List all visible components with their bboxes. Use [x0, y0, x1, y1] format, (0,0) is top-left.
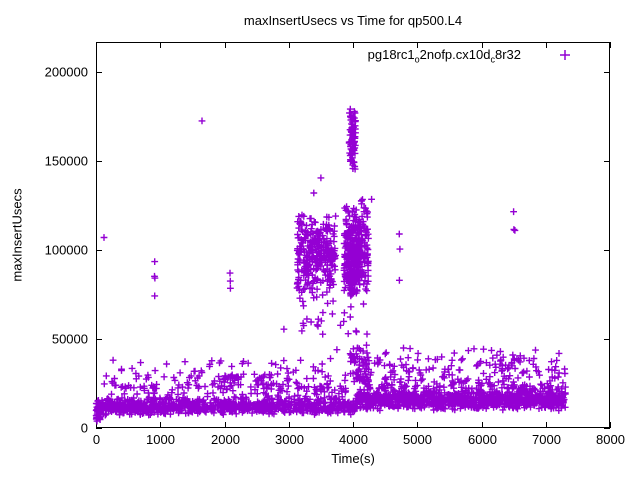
y-axis-label: maxInsertUsecs [9, 188, 25, 282]
point-cluster [253, 371, 283, 391]
y-tick-label: 50000 [52, 332, 88, 347]
x-tick-label: 8000 [596, 432, 625, 447]
point-cluster [345, 105, 359, 173]
point-cluster [374, 344, 563, 375]
point-cluster [296, 294, 371, 338]
point-cluster [215, 370, 247, 390]
y-tick-label: 100000 [45, 243, 88, 258]
chart-title: maxInsertUsecs vs Time for qp500.L4 [243, 13, 463, 28]
legend-label-part: c [490, 54, 495, 65]
point-cluster [345, 244, 363, 298]
legend-label-part: 8r32 [494, 47, 521, 62]
x-tick-label: 1000 [146, 432, 175, 447]
x-axis-tick-labels: 0 1000 2000 3000 4000 5000 6000 7000 8000 [93, 432, 625, 447]
x-tick-label: 2000 [211, 432, 240, 447]
y-tick-label: 150000 [45, 154, 88, 169]
x-tick-label: 7000 [532, 432, 561, 447]
legend-point-marker [559, 49, 571, 61]
y-tick-label: 200000 [45, 65, 88, 80]
x-tick-label: 3000 [275, 432, 304, 447]
point-cluster [95, 395, 361, 419]
point-cluster [353, 385, 569, 414]
x-axis-label: Time(s) [331, 451, 375, 466]
legend-series-label: pg18rc1o2nofp.cx10dc8r32 [367, 47, 521, 65]
point-cluster [293, 211, 339, 302]
data-points [92, 105, 569, 425]
legend-label-part: 2nofp.cx10d [419, 47, 491, 62]
legend-label-part: o [414, 54, 420, 65]
x-tick-label: 0 [93, 432, 100, 447]
x-axis-ticks [96, 42, 611, 428]
y-tick-label: 0 [81, 421, 88, 436]
y-axis-ticks [96, 72, 610, 429]
x-tick-label: 5000 [403, 432, 432, 447]
legend: pg18rc1o2nofp.cx10dc8r32 [367, 47, 571, 65]
point-cluster [346, 344, 373, 385]
outlier-points [100, 117, 519, 362]
legend-label-part: pg18rc1 [367, 47, 415, 62]
x-tick-label: 6000 [468, 432, 497, 447]
y-axis-tick-labels: 0 50000 100000 150000 200000 [45, 65, 88, 436]
x-tick-label: 4000 [339, 432, 368, 447]
